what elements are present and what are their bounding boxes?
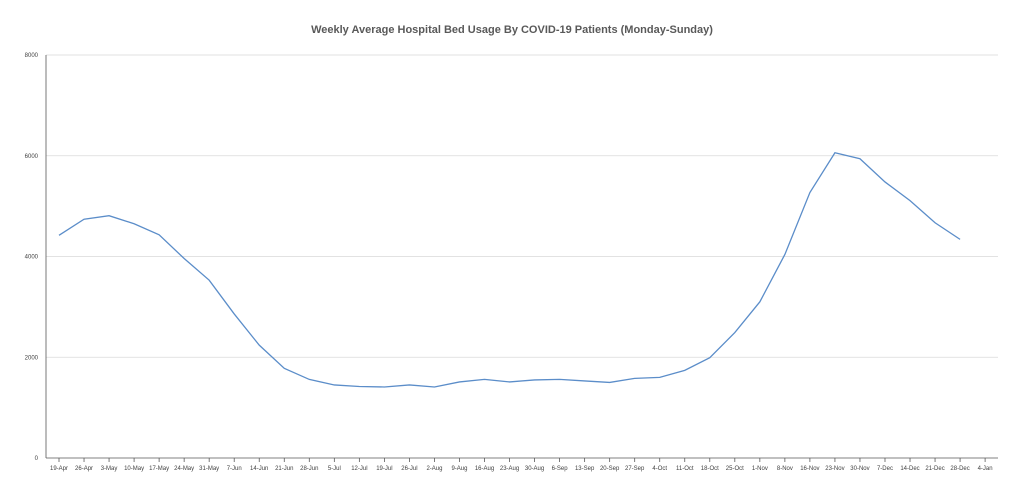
x-tick-label: 31-May — [199, 466, 219, 472]
x-tick-label: 27-Sep — [625, 466, 645, 472]
x-tick-label: 7-Dec — [877, 466, 893, 472]
x-tick-label: 30-Aug — [525, 466, 544, 472]
x-tick-label: 28-Dec — [950, 466, 969, 472]
x-tick-label: 14-Jun — [250, 466, 268, 472]
x-tick-label: 23-Aug — [500, 466, 519, 472]
x-tick-label: 21-Jun — [275, 466, 293, 472]
x-tick-label: 7-Jun — [227, 466, 242, 472]
y-tick-label: 6000 — [25, 154, 39, 160]
x-tick-label: 18-Oct — [701, 466, 719, 472]
x-tick-label: 25-Oct — [726, 466, 744, 472]
chart-title: Weekly Average Hospital Bed Usage By COV… — [311, 24, 713, 36]
x-tick-label: 11-Oct — [676, 466, 694, 472]
x-tick-label: 19-Apr — [50, 466, 68, 472]
x-axis-tick-labels: 19-Apr 26-Apr 3-May 10-May 17-May 24-May 31-Ma… — [50, 466, 993, 472]
x-tick-label: 26-Apr — [75, 466, 93, 472]
x-tick-label: 19-Jul — [376, 466, 392, 472]
x-tick-label: 10-May — [124, 466, 144, 472]
x-tick-label: 21-Dec — [925, 466, 944, 472]
x-tick-label: 9-Aug — [451, 466, 467, 472]
gridlines — [46, 54, 998, 358]
x-tick-label: 16-Nov — [800, 466, 819, 472]
x-tick-label: 14-Dec — [900, 466, 919, 472]
x-tick-label: 4-Oct — [652, 466, 667, 472]
x-tick-label: 23-Nov — [825, 466, 844, 472]
x-tick-label: 28-Jun — [300, 466, 318, 472]
x-tick-label: 3-May — [101, 466, 118, 472]
y-axis-tick-labels: 0 2000 4000 6000 8000 — [25, 53, 39, 462]
x-tick-label: 17-May — [149, 466, 169, 472]
x-tick-label: 24-May — [174, 466, 194, 472]
x-tick-label: 26-Jul — [401, 466, 417, 472]
x-tick-label: 13-Sep — [575, 466, 595, 472]
x-tick-label: 2-Aug — [426, 466, 442, 472]
axes — [45, 55, 998, 462]
x-tick-label: 12-Jul — [351, 466, 367, 472]
y-tick-label: 2000 — [25, 355, 39, 361]
y-tick-label: 4000 — [25, 255, 39, 261]
x-tick-label: 4-Jan — [978, 466, 993, 472]
x-tick-label: 8-Nov — [777, 466, 793, 472]
x-tick-label: 16-Aug — [475, 466, 494, 472]
x-tick-label: 30-Nov — [850, 466, 869, 472]
series-line-0 — [58, 151, 961, 388]
y-tick-label: 0 — [35, 456, 39, 462]
x-tick-label: 5-Jul — [328, 466, 341, 472]
y-tick-label: 8000 — [25, 53, 39, 59]
series-lines — [58, 151, 961, 388]
x-tick-label: 1-Nov — [752, 466, 768, 472]
x-tick-label: 6-Sep — [552, 466, 569, 472]
x-tick-label: 20-Sep — [600, 466, 620, 472]
